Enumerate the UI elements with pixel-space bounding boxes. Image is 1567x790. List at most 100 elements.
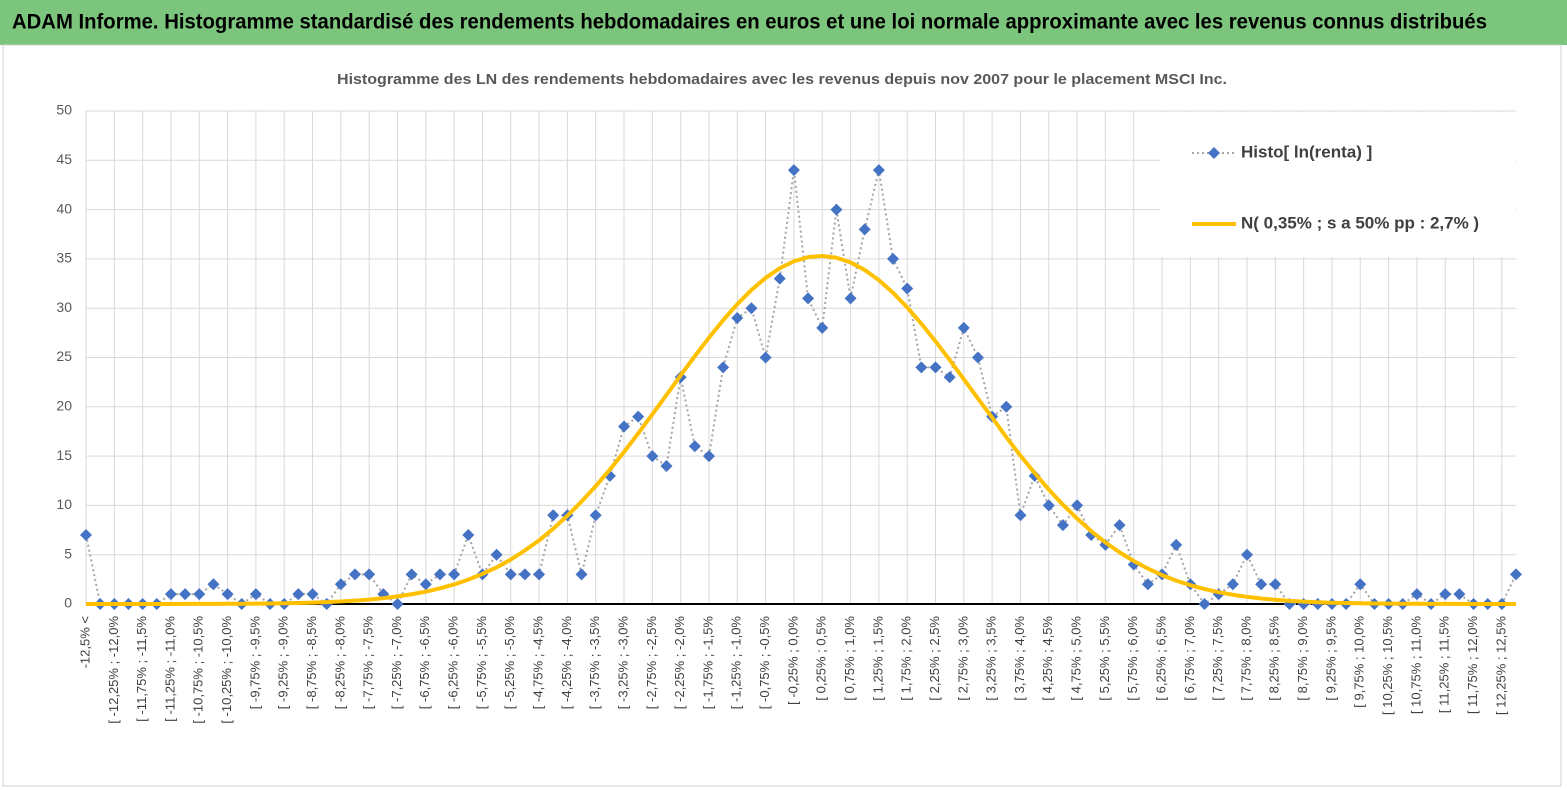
- data-point: [1170, 538, 1183, 551]
- x-tick-label: [ -8,25% ; -8,0%: [332, 616, 347, 710]
- data-point: [915, 361, 928, 374]
- data-point: [1198, 598, 1211, 610]
- data-point: [1354, 578, 1367, 591]
- x-tick-label: [ 1,75% ; 2,0%: [899, 616, 914, 701]
- data-point: [1510, 568, 1522, 581]
- data-point: [1410, 588, 1423, 601]
- data-point: [688, 440, 701, 453]
- chart-title: Histogramme des LN des rendements hebdom…: [337, 71, 1227, 88]
- x-tick-label: [ -10,75% ; -10,5%: [191, 616, 206, 724]
- data-point: [1042, 499, 1055, 512]
- data-point: [547, 509, 560, 522]
- data-point: [773, 272, 786, 285]
- data-point: [901, 282, 914, 295]
- x-tick-label: [ -6,25% ; -6,0%: [446, 616, 461, 710]
- data-point: [363, 568, 376, 581]
- x-tick-label: [ -6,75% ; -6,5%: [417, 616, 432, 710]
- data-point: [193, 588, 206, 601]
- data-point: [1014, 509, 1027, 522]
- x-tick-label: [ 8,75% ; 9,0%: [1295, 616, 1310, 701]
- data-point: [816, 321, 829, 334]
- x-tick-label: [ 3,75% ; 4,0%: [1012, 616, 1027, 701]
- x-tick-label: [ -10,25% ; -10,0%: [219, 616, 234, 724]
- y-tick-label: 40: [56, 200, 72, 216]
- x-tick-label: [ 5,75% ; 6,0%: [1125, 616, 1140, 701]
- header-bar: [0, 0, 1567, 45]
- data-point: [306, 588, 319, 601]
- data-point: [787, 164, 800, 177]
- x-tick-label: [ -12,25% ; -12,0%: [106, 616, 121, 724]
- x-tick-label: [ -3,25% ; -3,0%: [615, 616, 630, 710]
- x-tick-label: [ 4,75% ; 5,0%: [1069, 616, 1084, 701]
- x-tick-label: [ -1,75% ; -1,5%: [700, 616, 715, 710]
- y-tick-label: 25: [56, 348, 72, 364]
- x-tick-label: [ -11,75% ; -11,5%: [134, 616, 149, 722]
- data-point: [1113, 519, 1126, 532]
- data-point: [660, 459, 673, 472]
- data-point: [745, 302, 758, 315]
- x-tick-label: [ 0,75% ; 1,0%: [842, 616, 857, 701]
- data-point: [1453, 588, 1466, 601]
- data-point: [858, 223, 871, 236]
- x-tick-label: [ 11,75% ; 12,0%: [1465, 616, 1480, 714]
- x-tick-label: [ -0,25% ; 0,0%: [785, 616, 800, 705]
- x-tick-label: [ 2,25% ; 2,5%: [927, 616, 942, 701]
- data-point: [943, 371, 956, 384]
- data-point: [1240, 548, 1253, 561]
- data-point: [1439, 588, 1452, 601]
- data-point: [504, 568, 517, 581]
- y-tick-label: 45: [56, 151, 72, 167]
- data-point: [349, 568, 362, 581]
- x-tick-label: [ 7,25% ; 7,5%: [1210, 616, 1225, 701]
- y-tick-label: 0: [64, 595, 72, 611]
- y-tick-label: 15: [56, 447, 72, 463]
- x-tick-label: [ 7,75% ; 8,0%: [1238, 616, 1253, 701]
- x-tick-label: [ -2,75% ; -2,5%: [644, 616, 659, 710]
- y-tick-label: 30: [56, 299, 72, 315]
- x-tick-label: [ -5,25% ; -5,0%: [502, 616, 517, 710]
- legend-label: N( 0,35% ; s a 50% pp : 2,7% ): [1241, 213, 1479, 232]
- data-point: [1255, 578, 1268, 591]
- data-point: [80, 528, 92, 541]
- x-tick-label: [ 12,25% ; 12,5%: [1493, 616, 1508, 715]
- data-point: [1269, 578, 1282, 591]
- data-point: [334, 578, 347, 591]
- x-tick-label: [ -8,75% ; -8,5%: [304, 616, 319, 710]
- data-point: [179, 588, 192, 601]
- data-point: [802, 292, 815, 305]
- data-point: [971, 351, 984, 364]
- data-point: [1000, 400, 1013, 413]
- y-tick-label: 5: [64, 545, 72, 561]
- data-point: [405, 568, 418, 581]
- data-point: [292, 588, 305, 601]
- data-point: [929, 361, 942, 374]
- x-tick-label: [ 6,25% ; 6,5%: [1153, 616, 1168, 701]
- data-point: [575, 568, 588, 581]
- data-point: [830, 203, 843, 216]
- data-point: [448, 568, 461, 581]
- data-point: [391, 598, 404, 610]
- data-point: [717, 361, 730, 374]
- data-point: [419, 578, 432, 591]
- x-tick-label: [ 9,25% ; 9,5%: [1323, 616, 1338, 701]
- y-tick-label: 10: [56, 496, 72, 512]
- x-tick-label: [ 8,25% ; 8,5%: [1267, 616, 1282, 701]
- x-tick-label: [ 3,25% ; 3,5%: [984, 616, 999, 701]
- x-tick-label: [ 4,25% ; 4,5%: [1040, 616, 1055, 701]
- x-tick-label: [ -1,25% ; -1,0%: [729, 616, 744, 710]
- data-point: [759, 351, 772, 364]
- x-tick-label: [ 6,75% ; 7,0%: [1182, 616, 1197, 701]
- data-point: [1056, 519, 1069, 532]
- data-point: [887, 252, 900, 265]
- x-tick-label: [ 2,75% ; 3,0%: [955, 616, 970, 701]
- data-point: [632, 410, 645, 423]
- data-point: [646, 450, 659, 463]
- y-tick-label: 20: [56, 398, 72, 414]
- data-point: [1226, 578, 1239, 591]
- data-point: [1071, 499, 1084, 512]
- x-tick-label: [ -11,25% ; -11,0%: [162, 616, 177, 722]
- x-tick-label: -12,5% <: [77, 616, 92, 668]
- data-point: [207, 578, 220, 591]
- x-tick-label: [ 0,25% ; 0,5%: [814, 616, 829, 701]
- x-tick-label: [ -7,75% ; -7,5%: [361, 616, 376, 710]
